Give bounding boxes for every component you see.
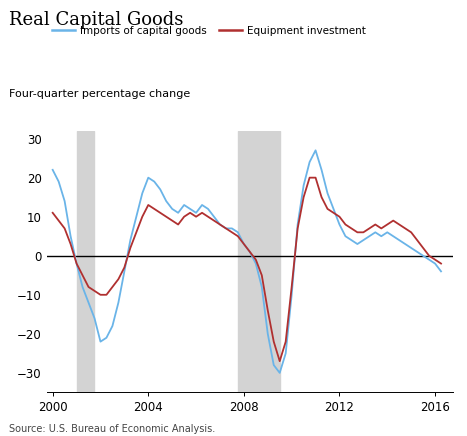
Bar [238, 131, 280, 392]
Text: Real Capital Goods: Real Capital Goods [9, 11, 184, 29]
Legend: Imports of capital goods, Equipment investment: Imports of capital goods, Equipment inve… [52, 26, 366, 36]
Text: Source: U.S. Bureau of Economic Analysis.: Source: U.S. Bureau of Economic Analysis… [9, 424, 216, 434]
Text: Four-quarter percentage change: Four-quarter percentage change [9, 89, 191, 99]
Bar [77, 131, 94, 392]
